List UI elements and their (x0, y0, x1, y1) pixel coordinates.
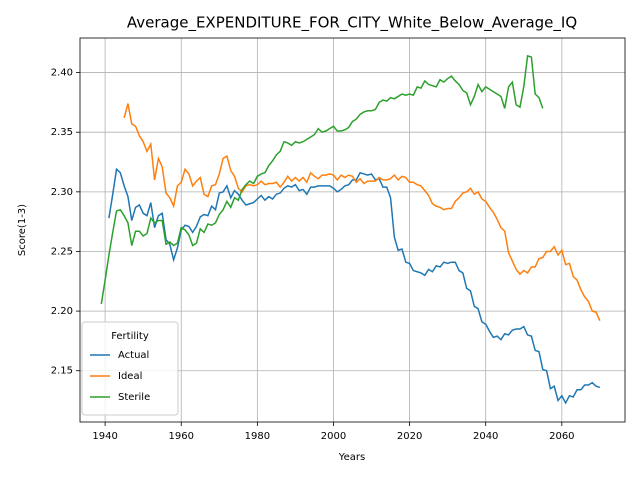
ticks: 1940 1960 1980 2000 2020 2040 2060 2.15 2.20 2.25… (51, 68, 575, 442)
legend-box (81, 321, 179, 416)
legend-label: Actual (118, 350, 149, 361)
lines (100, 54, 601, 405)
x-tick-label: 1940 (92, 431, 117, 442)
x-tick-label: 2020 (397, 431, 422, 442)
x-tick-label: 2040 (473, 431, 498, 442)
legend-label: Sterile (118, 392, 150, 403)
y-tick-label: 2.15 (51, 366, 73, 377)
y-tick-label: 2.25 (51, 246, 73, 257)
legend-label: Ideal (118, 371, 142, 382)
y-tick-label: 2.35 (51, 127, 73, 138)
legend: Fertility Actual Ideal Sterile (81, 321, 179, 416)
line-series (100, 54, 544, 305)
x-tick-label: 1960 (169, 431, 194, 442)
x-tick-label: 2060 (549, 431, 574, 442)
y-tick-label: 2.40 (51, 68, 73, 79)
x-tick-label: 1980 (245, 431, 270, 442)
y-axis-label: Score(1-3) (17, 204, 28, 256)
line-series (123, 103, 601, 321)
x-axis-label: Years (338, 452, 365, 463)
y-tick-label: 2.20 (51, 306, 73, 317)
y-tick-label: 2.30 (51, 187, 73, 198)
x-tick-label: 2000 (321, 431, 346, 442)
plot-frame (79, 37, 626, 423)
chart-title: Average_EXPENDITURE_FOR_CITY_White_Below… (127, 14, 577, 33)
legend-title: Fertility (111, 331, 149, 342)
